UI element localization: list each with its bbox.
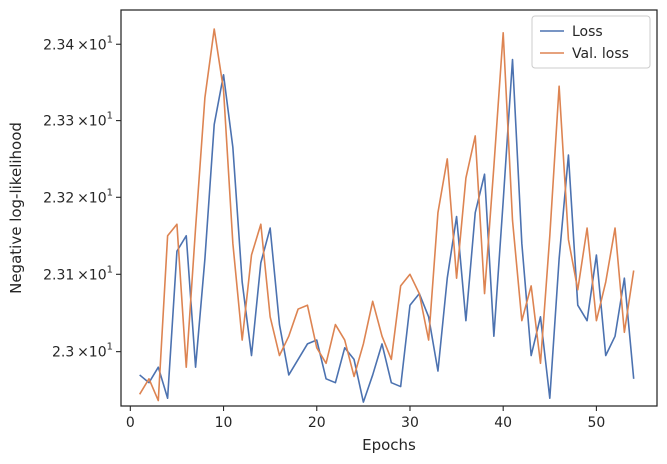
- legend-label-1: Val. loss: [572, 46, 629, 62]
- plot-area-frame: [120, 9, 658, 407]
- y-axis-ticks: 2.3 ×101 2.31 ×101 2.32 ×101 2.33 ×101 2.34 …: [43, 34, 121, 361]
- x-axis-label: Epochs: [362, 436, 416, 454]
- series-line-1: [138, 28, 635, 402]
- y-tick-label: 2.31 ×101: [43, 264, 113, 283]
- x-tick-label: 10: [215, 415, 233, 431]
- x-tick-label: 0: [126, 415, 135, 431]
- series-line-0: [139, 58, 635, 403]
- y-tick-label: 2.3 ×101: [52, 342, 113, 361]
- legend-frame: [531, 15, 651, 69]
- legend: Loss Val. loss: [531, 15, 651, 69]
- y-tick-label: 2.33 ×101: [43, 111, 113, 130]
- y-tick-label: 2.34 ×101: [43, 34, 113, 53]
- x-tick-label: 30: [401, 415, 419, 431]
- plot-lines: [138, 28, 635, 403]
- x-axis-ticks: 0 10 20 30 40 50: [126, 406, 605, 431]
- y-tick-label: 2.32 ×101: [43, 187, 113, 206]
- x-tick-label: 50: [587, 415, 605, 431]
- y-axis-label: Negative log-likelihood: [7, 122, 25, 294]
- x-tick-label: 40: [494, 415, 512, 431]
- legend-label-0: Loss: [572, 24, 603, 40]
- x-tick-label: 20: [308, 415, 326, 431]
